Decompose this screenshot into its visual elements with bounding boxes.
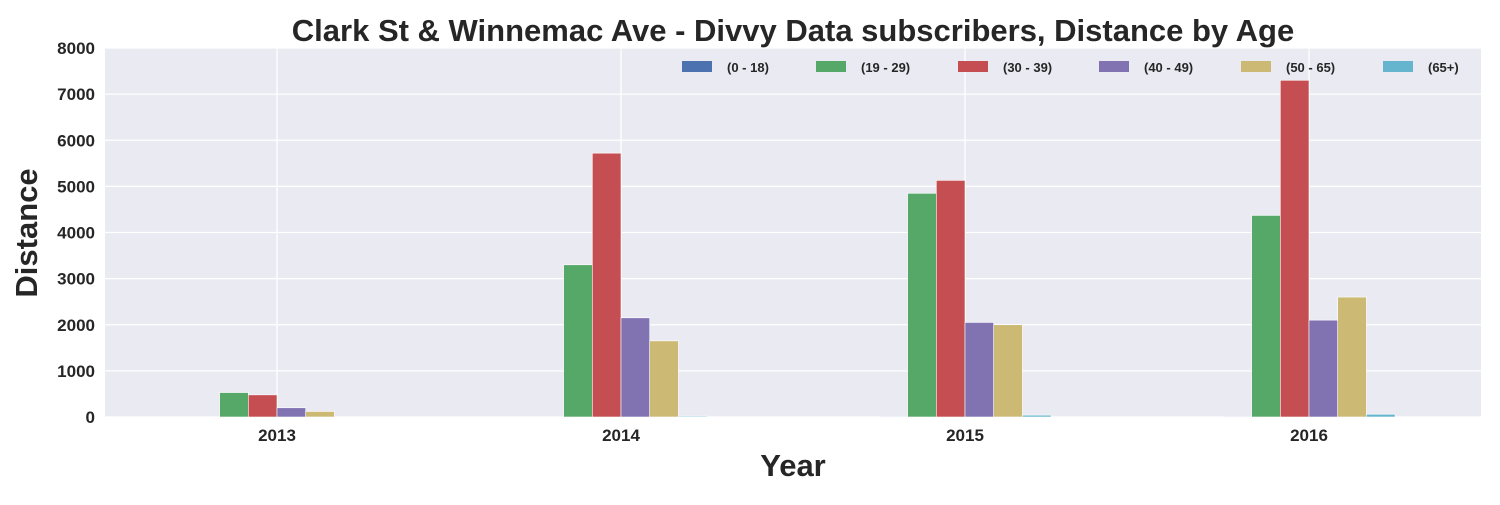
bar-19-29-2016	[1251, 215, 1281, 418]
bar-40-49-2014	[620, 317, 651, 418]
legend-label: (19 - 29)	[861, 60, 910, 75]
bars	[219, 79, 1396, 418]
bar-19-29-2014	[563, 264, 593, 418]
legend-swatch	[682, 61, 712, 72]
bar-19-29-2013	[219, 392, 249, 418]
legend-swatch	[1241, 61, 1271, 72]
legend-item: (50 - 65)	[1241, 60, 1335, 75]
x-tick-labels: 2013 2014 2015 2016	[258, 426, 1328, 445]
bar-30-39-2015	[935, 180, 966, 418]
bar-30-39-2014	[591, 152, 622, 418]
bar-50-65-2016	[1337, 296, 1367, 418]
x-tick-label: 2013	[258, 426, 296, 445]
bar-40-49-2016	[1308, 319, 1339, 418]
x-tick-label: 2015	[946, 426, 984, 445]
bar-50-65-2015	[993, 324, 1023, 418]
bar-0-18-2016	[1222, 416, 1252, 418]
legend-label: (0 - 18)	[727, 60, 769, 75]
bar-40-49-2015	[964, 322, 995, 418]
x-tick-label: 2016	[1290, 426, 1328, 445]
y-tick-label: 3000	[57, 270, 95, 289]
legend-swatch	[1099, 61, 1129, 72]
legend-item: (40 - 49)	[1099, 60, 1193, 75]
x-axis-label: Year	[760, 448, 826, 483]
y-tick-labels: 0 1000 2000 3000 4000 5000 6000 7000 8000	[57, 39, 95, 427]
bar-30-39-2013	[248, 394, 278, 418]
bar-40-49-2013	[276, 407, 307, 418]
legend: (0 - 18) (19 - 29) (30 - 39) (40 - 49) (50 -…	[682, 60, 1459, 75]
bar-30-39-2016	[1280, 79, 1310, 418]
bar-0-18-2015	[878, 416, 908, 418]
y-tick-label: 8000	[57, 39, 95, 58]
y-tick-label: 0	[86, 408, 95, 427]
legend-label: (50 - 65)	[1286, 60, 1335, 75]
y-tick-label: 1000	[57, 362, 95, 381]
y-tick-label: 5000	[57, 177, 95, 196]
legend-swatch	[958, 61, 988, 72]
bar-50-65-2013	[305, 411, 335, 418]
legend-swatch	[816, 61, 846, 72]
bar-65+-2014	[678, 415, 708, 418]
x-tick-label: 2014	[602, 426, 640, 445]
legend-item: (65+)	[1383, 60, 1459, 75]
legend-item: (19 - 29)	[816, 60, 910, 75]
legend-label: (65+)	[1428, 60, 1459, 75]
legend-item: (0 - 18)	[682, 60, 769, 75]
bar-65+-2016	[1366, 413, 1396, 418]
chart-title: Clark St & Winnemac Ave - Divvy Data sub…	[292, 13, 1294, 48]
bar-65+-2015	[1022, 414, 1052, 418]
bar-50-65-2014	[649, 340, 679, 418]
y-tick-label: 4000	[57, 224, 95, 243]
y-tick-label: 2000	[57, 316, 95, 335]
legend-label: (30 - 39)	[1003, 60, 1052, 75]
legend-swatch	[1383, 61, 1413, 72]
bar-19-29-2015	[907, 192, 937, 418]
y-tick-label: 6000	[57, 131, 95, 150]
legend-item: (30 - 39)	[958, 60, 1052, 75]
legend-label: (40 - 49)	[1144, 60, 1193, 75]
y-axis-label: Distance	[9, 168, 44, 297]
y-tick-label: 7000	[57, 85, 95, 104]
